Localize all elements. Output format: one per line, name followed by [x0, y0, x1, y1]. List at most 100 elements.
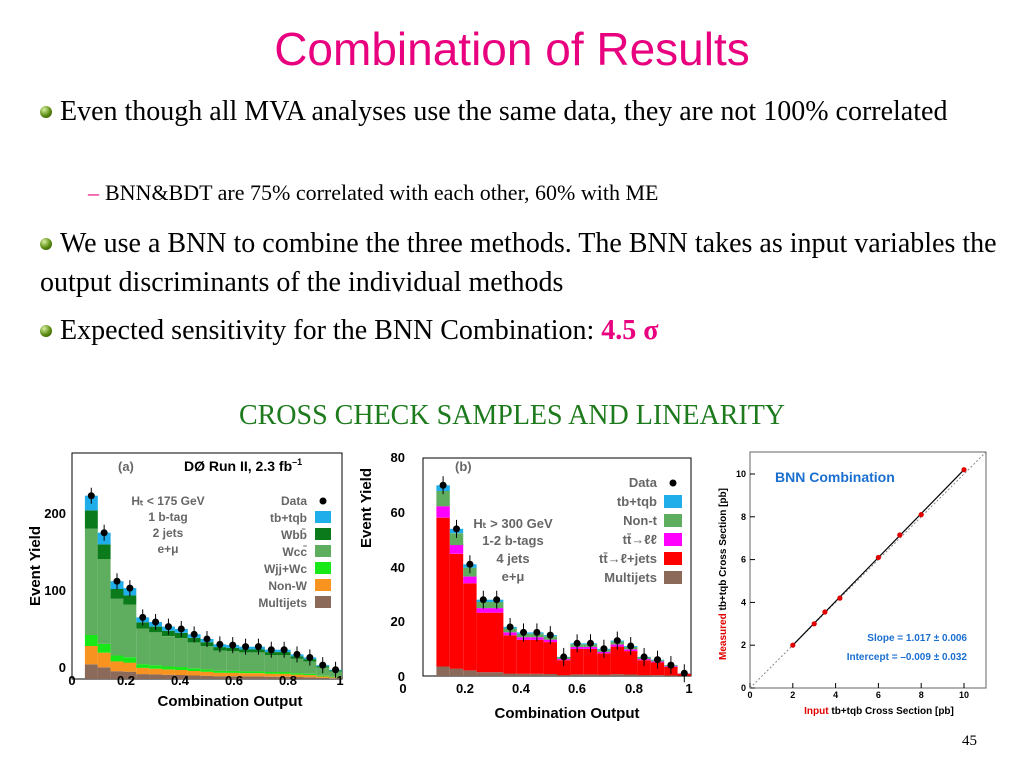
plot-b-data-point	[600, 645, 608, 653]
plot-a-bar-segment	[123, 604, 137, 658]
plot-a-bar-segment	[84, 646, 98, 665]
plot-a-bar-segment	[174, 670, 188, 675]
plot-a-bar-segment	[316, 676, 330, 678]
plot-b-bar-segment	[463, 583, 477, 671]
plot-b-legend-label: tt̄→ℓℓ	[623, 532, 657, 547]
plot-b-data-point	[613, 637, 621, 645]
plot-b-bar-segment	[436, 666, 450, 676]
plot-a-xtick: 1	[336, 673, 343, 688]
plot-b-legend-label: Non-t	[623, 513, 658, 528]
plot-a-bar-segment	[277, 676, 291, 679]
plot-b-bar-segment	[610, 674, 624, 676]
plot-a-header: DØ Run II, 2.3 fb–1	[184, 457, 302, 474]
plot-b-data-point	[439, 481, 447, 489]
plot-a-legend-swatch	[315, 545, 331, 557]
plot-b-data-point	[479, 596, 487, 604]
sub-bullet: – BNN&BDT are 75% correlated with each ot…	[88, 180, 658, 206]
plot-b-bar-segment	[476, 612, 490, 673]
plot-a-bar-segment	[264, 673, 278, 677]
plot-a-bar-segment	[149, 632, 162, 666]
bullet-dot-icon	[40, 106, 52, 118]
plot-a-bar-segment	[187, 675, 201, 679]
plot-c-data-point	[811, 621, 817, 627]
plot-b-bar-segment	[449, 553, 464, 669]
plot-b-legend-label: tt̄→ℓ+jets	[599, 551, 657, 566]
plot-a-bar-segment	[226, 672, 240, 677]
plot-c-ytick-label: 2	[741, 640, 746, 650]
bullet-1: Even though all MVA analyses use the sam…	[40, 92, 1000, 131]
plot-a-legend-marker	[319, 497, 327, 505]
plot-b-bar-segment	[436, 517, 450, 667]
plot-a-bar-segment	[290, 677, 304, 679]
plot-a-data-point	[126, 584, 134, 592]
plot-a-bar-segment	[136, 674, 150, 679]
sensitivity-value: 4.5 σ	[601, 315, 659, 346]
plot-a-bar-segment	[123, 671, 137, 679]
plot-a-bar-segment	[290, 658, 304, 674]
plot-a-xlabel: Combination Output	[158, 693, 303, 710]
plot-a-bar-segment	[200, 675, 214, 679]
plot-a-bar-segment	[187, 671, 201, 676]
plot-b-bar-segment	[650, 675, 665, 676]
plot-b-data-point	[533, 628, 541, 636]
plot-b-legend-label: Multijets	[604, 570, 657, 585]
plot-a-legend-swatch	[315, 562, 331, 574]
plot-a-bar-segment	[277, 673, 291, 677]
plot-b-bar-segment	[543, 674, 557, 676]
plot-b-bar-segment	[610, 646, 624, 675]
plot-a-bar-segment	[84, 635, 98, 646]
plot-b-bar-segment	[570, 674, 584, 676]
plot-a-bar-segment	[239, 676, 252, 679]
slide-title: Combination of Results	[274, 23, 750, 75]
plot-a-bar-segment	[252, 652, 265, 672]
plot-a-bar-segment	[97, 643, 111, 653]
plot-a-xtick: 0.8	[279, 673, 297, 688]
plot-b-bar-segment	[624, 651, 638, 675]
plot-a-bar-segment	[277, 672, 291, 674]
plot-a-bar-segment	[252, 673, 265, 677]
plot-b-data-point	[453, 525, 460, 533]
plot-b-bar-segment	[530, 639, 544, 674]
bullet-2: We use a BNN to combine the three method…	[40, 224, 1000, 302]
plot-a-bar-segment	[200, 646, 214, 670]
plot-b-data-point	[667, 661, 675, 669]
plot-a-bar-segment	[329, 678, 342, 679]
plot-a-legend-label: Wcc̄	[282, 545, 307, 559]
plot-a-data-point	[164, 623, 172, 631]
plot-c-data-point	[875, 554, 881, 561]
plot-a-bar-segment	[110, 661, 124, 672]
plot-a-data-point	[113, 577, 121, 585]
plot-c-data-point	[822, 609, 828, 615]
plot-a-bar-segment	[110, 671, 124, 679]
plot-b-data-point	[627, 642, 635, 650]
plot-a-data-point	[203, 635, 211, 643]
plot-b-cut: e+μ	[502, 569, 525, 584]
plot-c-xtick-label: 2	[790, 690, 795, 700]
plot-b-bar-segment	[597, 653, 611, 675]
plot-a-data-point	[242, 643, 250, 651]
plot-b-data-point	[573, 639, 581, 647]
plot-b-ytick: 60	[391, 505, 405, 520]
plot-a-bar-segment	[110, 655, 124, 662]
plot-b-bar-segment	[637, 660, 651, 676]
bullet-2-text: We use a BNN to combine the three method…	[40, 228, 997, 298]
plot-b-legend-marker	[669, 479, 677, 487]
plot-a-legend-swatch	[315, 596, 331, 608]
plot-a-bar-segment	[200, 669, 214, 672]
plot-b-data-point	[493, 596, 501, 604]
plot-a-bar-segment	[149, 668, 162, 675]
plot-a-ytick: 100	[44, 583, 66, 598]
plot-a-bar-segment	[264, 672, 278, 674]
plot-b-legend-label: Data	[629, 475, 658, 490]
plot-a-bar-segment	[149, 665, 162, 669]
plot-a-data-point	[319, 661, 327, 669]
plot-b-xtick: 1	[685, 681, 692, 696]
plot-c-data-point	[961, 467, 967, 473]
plot-a-bar-segment	[136, 622, 150, 629]
plot-b-data-point	[546, 631, 554, 639]
plot-a-ytick: 200	[44, 506, 66, 521]
section-title: CROSS CHECK SAMPLES AND LINEARITY	[238, 400, 786, 431]
plot-b-xlabel: Combination Output	[495, 705, 640, 722]
plot-a-ytick: 0	[59, 660, 66, 675]
plot-a-data-point	[177, 625, 185, 633]
